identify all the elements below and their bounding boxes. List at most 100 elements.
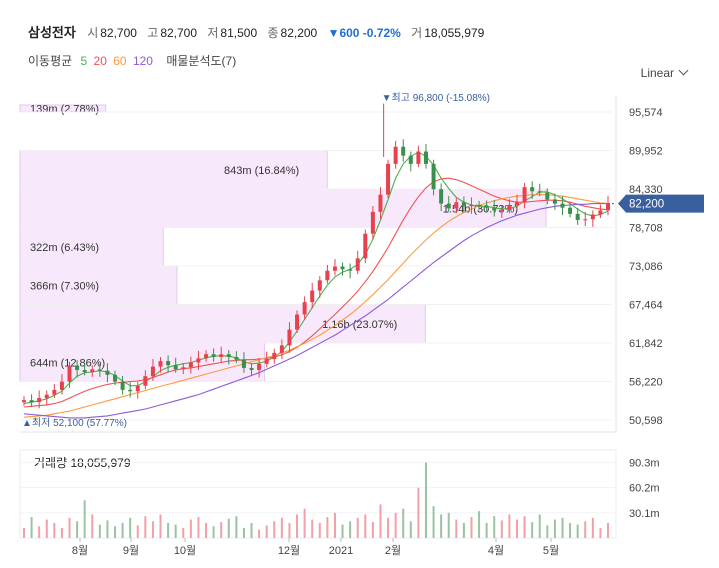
volume-bar bbox=[356, 517, 359, 538]
ma-line bbox=[23, 151, 609, 405]
volume-bar bbox=[409, 521, 412, 538]
quote-header: 삼성전자 시 82,700 고 82,700 저 81,500 종 82,200 ▼60… bbox=[28, 22, 491, 41]
volume-bar bbox=[447, 512, 450, 538]
candle-body bbox=[317, 280, 322, 291]
volume-bar bbox=[493, 516, 496, 538]
volume-bar bbox=[349, 521, 352, 538]
chart-annotations: ▼최고 96,800 (-15.08%) ▲최저 52,100 (57.77%) 8… bbox=[22, 92, 704, 429]
volume-bar bbox=[341, 524, 344, 538]
volume-bar bbox=[106, 520, 109, 538]
candle-body bbox=[234, 356, 239, 360]
volume-tick-label: 90.3m bbox=[629, 457, 660, 469]
candle-body bbox=[461, 202, 466, 207]
candle-body bbox=[378, 194, 383, 212]
candle-body bbox=[446, 203, 451, 209]
close-value: 82,200 bbox=[280, 26, 318, 40]
candle-body bbox=[226, 354, 231, 357]
volume-bar bbox=[235, 516, 238, 538]
candle-body bbox=[196, 358, 201, 363]
candle-body bbox=[82, 369, 87, 373]
volume-bar bbox=[220, 522, 223, 538]
volume-title: 거래량 18,055,979 bbox=[34, 456, 131, 470]
ma-120: 120 bbox=[132, 54, 153, 68]
candle-body bbox=[181, 367, 186, 370]
x-tick-label: 4월 bbox=[488, 544, 504, 557]
volume-bar bbox=[227, 518, 230, 538]
volume-bar bbox=[38, 526, 41, 538]
x-tick-label: 9월 bbox=[123, 544, 139, 557]
candle-body bbox=[158, 361, 163, 367]
volume-bar bbox=[607, 522, 609, 538]
volume-bar bbox=[333, 512, 336, 538]
volume-bar bbox=[265, 525, 268, 538]
volume-bar bbox=[45, 519, 48, 538]
volume-chart: 거래량 18,055,979 90.3m 60.2m 30.1m bbox=[19, 449, 660, 539]
volume-profile-bar bbox=[19, 342, 266, 382]
candle-body bbox=[67, 365, 72, 382]
volume-profile-bar bbox=[19, 227, 164, 267]
volume-profile-bar bbox=[19, 104, 107, 113]
ma-60: 60 bbox=[113, 54, 127, 68]
volume-profile-bar bbox=[19, 188, 547, 228]
volume-bar bbox=[167, 522, 170, 538]
high-value: 82,700 bbox=[160, 26, 198, 40]
candle-body bbox=[416, 151, 421, 164]
candle-body bbox=[537, 191, 542, 193]
volume-bar bbox=[114, 526, 117, 538]
candle-body bbox=[135, 385, 140, 392]
candle-body bbox=[241, 359, 246, 368]
candle-body bbox=[545, 192, 550, 200]
volume-bar bbox=[424, 462, 427, 538]
candle-body bbox=[348, 269, 353, 271]
candle-body bbox=[552, 199, 557, 204]
volume-bar bbox=[159, 514, 162, 538]
volume-bar bbox=[197, 517, 200, 538]
volume-bar bbox=[83, 500, 86, 538]
candle-body bbox=[105, 370, 110, 375]
high-label: 고 bbox=[147, 26, 159, 40]
candle-body bbox=[386, 163, 391, 195]
volume-label: 거 bbox=[411, 26, 423, 40]
volume-bar bbox=[68, 517, 71, 538]
y-tick-label: 73,086 bbox=[629, 261, 663, 273]
ma-line bbox=[23, 177, 609, 408]
candle-body bbox=[90, 369, 95, 373]
candle-body bbox=[522, 187, 527, 203]
candle-body bbox=[166, 361, 171, 366]
volume-bar bbox=[53, 522, 56, 538]
candle-body bbox=[401, 146, 406, 156]
volume-bar bbox=[98, 524, 101, 538]
volume-profile-label: 843m (16.84%) bbox=[224, 165, 299, 177]
volume-bar bbox=[371, 522, 374, 538]
scale-label: Linear bbox=[640, 66, 674, 80]
volume-bar bbox=[288, 522, 291, 538]
ma-20: 20 bbox=[93, 54, 107, 68]
volume-tick-label: 30.1m bbox=[629, 508, 660, 520]
candle-body bbox=[477, 204, 482, 207]
volume-bar bbox=[91, 514, 94, 538]
volume-profile-label: 644m (12.86%) bbox=[30, 357, 105, 369]
candle-body bbox=[59, 381, 64, 390]
volume-bar bbox=[591, 517, 594, 538]
volume-tick-label: 60.2m bbox=[629, 483, 660, 495]
volume-bar bbox=[303, 508, 306, 538]
candle-body bbox=[393, 146, 398, 164]
volume-bar bbox=[364, 514, 367, 538]
y-tick-label: 50,598 bbox=[629, 415, 663, 427]
close-label: 종 bbox=[267, 26, 279, 40]
volume-bar bbox=[515, 519, 518, 538]
candle-body bbox=[507, 204, 512, 210]
y-tick-label: 84,330 bbox=[629, 184, 663, 196]
x-tick-label: 12월 bbox=[278, 544, 300, 557]
volume-bar bbox=[576, 524, 579, 538]
candle-body bbox=[219, 354, 224, 357]
volume-bar bbox=[379, 504, 382, 538]
y-tick-label: 78,708 bbox=[629, 223, 663, 235]
volume-bar bbox=[569, 522, 572, 538]
chart-grid bbox=[20, 95, 617, 433]
open-label: 시 bbox=[87, 26, 99, 40]
scale-dropdown[interactable]: Linear bbox=[640, 65, 689, 80]
volume-bar bbox=[394, 512, 397, 538]
volume-bar bbox=[546, 525, 549, 538]
